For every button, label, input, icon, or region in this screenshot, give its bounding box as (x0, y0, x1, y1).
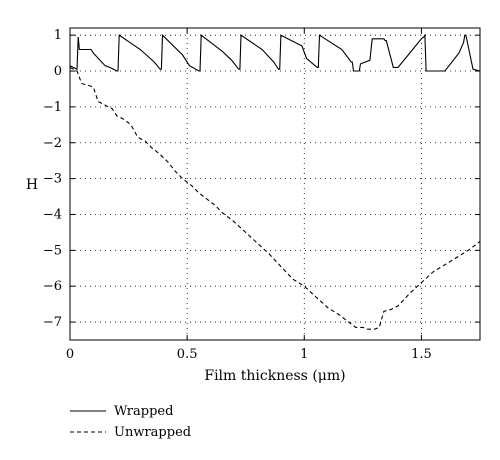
y-tick-label: −5 (43, 243, 62, 258)
x-tick-label: 1.5 (411, 347, 432, 362)
x-tick-label: 1 (300, 347, 308, 362)
legend: Wrapped Unwrapped (70, 404, 191, 440)
y-tick-label: 0 (54, 64, 62, 79)
y-tick-label: 1 (54, 28, 62, 43)
x-axis-label: Film thickness (μm) (204, 368, 345, 384)
y-tick-label: −2 (43, 136, 62, 151)
plot-frame (69, 27, 481, 341)
y-tick-label: −3 (43, 172, 62, 187)
series-layer (69, 33, 481, 330)
ticks: 0 0.5 1 1.5 1 0 −1 −2 −3 −4 −5 −6 −7 (43, 28, 480, 362)
legend-label-unwrapped: Unwrapped (114, 425, 191, 440)
series-line-wrapped (69, 33, 481, 72)
x-tick-label: 0 (66, 347, 74, 362)
y-tick-label: −7 (43, 315, 62, 330)
y-axis-label: H (26, 177, 38, 193)
legend-label-wrapped: Wrapped (114, 404, 173, 419)
series-line-unwrapped (69, 66, 481, 330)
y-tick-label: −1 (43, 100, 62, 115)
y-tick-label: −4 (43, 207, 62, 222)
y-tick-label: −6 (43, 279, 62, 294)
x-tick-label: 0.5 (177, 347, 198, 362)
grid (70, 28, 480, 340)
